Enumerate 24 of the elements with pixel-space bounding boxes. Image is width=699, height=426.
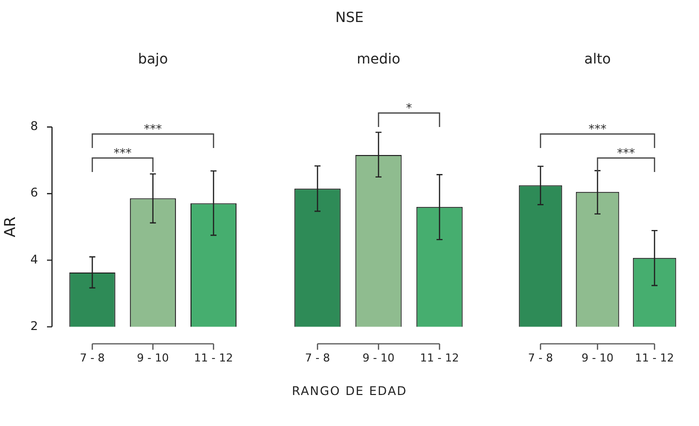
- x-tick-label: 11 - 12: [420, 351, 460, 364]
- annotation: ***: [144, 122, 162, 136]
- x-tick-label: 11 - 12: [194, 351, 234, 364]
- x-tick-label: 9 - 10: [582, 351, 614, 364]
- chart-subtitle: alto: [584, 52, 611, 68]
- chart-title: NSE: [334, 10, 365, 26]
- x-tick-label: 7 - 8: [528, 351, 553, 364]
- x-tick-label: 9 - 10: [136, 351, 169, 364]
- text: *: [406, 101, 412, 116]
- y-tick-label: 8: [30, 119, 38, 134]
- y-tick-label: 2: [30, 318, 38, 333]
- chart-subtitle: medio: [356, 52, 400, 68]
- chart-subtitle: bajo: [138, 52, 168, 68]
- y-tick-label: 4: [30, 252, 38, 266]
- x-tick-label: 7 - 8: [80, 351, 105, 364]
- x-axis-title: RANGO DE EDAD: [290, 384, 408, 398]
- y-tick-label: 6: [30, 186, 38, 200]
- x-tick-label: 9 - 10: [362, 351, 394, 364]
- annotation: ***: [114, 146, 132, 160]
- y-axis-title: AR: [0, 216, 19, 238]
- x-tick-label: 7 - 8: [305, 351, 330, 364]
- x-tick-label: 11 - 12: [635, 351, 674, 364]
- annotation: ***: [588, 122, 607, 136]
- annotation: ***: [617, 146, 636, 160]
